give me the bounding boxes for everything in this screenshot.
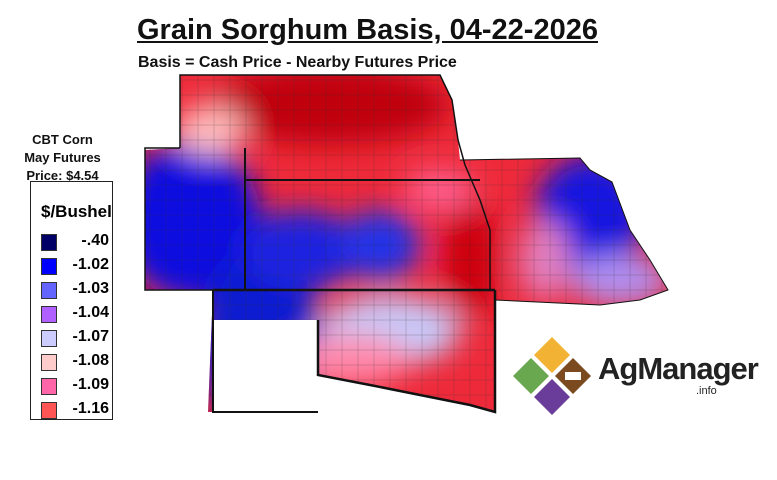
logo-text: AgManager	[598, 351, 759, 386]
agmanager-logo: AgManager .info	[512, 335, 759, 415]
logo-diamond-icon	[513, 337, 591, 415]
logo-suffix: .info	[696, 385, 717, 397]
legend-label: -1.04	[72, 304, 109, 321]
legend-swatch	[41, 354, 57, 371]
legend-item: -1.08	[41, 352, 111, 372]
legend-label: -1.03	[72, 280, 109, 297]
futures-price-note: CBT Corn May Futures Price: $4.54	[10, 131, 115, 185]
legend: $/Bushel -.40 -1.02 -1.03 -1.04 -1.07 -1.08 -1…	[30, 181, 113, 420]
legend-swatch	[41, 234, 57, 251]
legend-swatch	[41, 330, 57, 347]
legend-item: -1.02	[41, 256, 111, 276]
legend-item: -1.16	[41, 400, 111, 420]
legend-swatch	[41, 402, 57, 419]
legend-swatch	[41, 378, 57, 395]
legend-title: $/Bushel	[41, 202, 112, 221]
legend-item: -1.09	[41, 376, 111, 396]
futures-line-1: CBT Corn	[32, 132, 93, 147]
legend-label: -.40	[81, 232, 109, 249]
map-subtitle: Basis = Cash Price - Nearby Futures Pric…	[138, 54, 457, 71]
legend-swatch	[41, 282, 57, 299]
legend-label: -1.02	[72, 256, 109, 273]
legend-swatch	[41, 306, 57, 323]
legend-item: -.40	[41, 232, 111, 252]
futures-line-2: May Futures	[24, 150, 101, 165]
legend-item: -1.04	[41, 304, 111, 324]
legend-label: -1.16	[72, 400, 109, 417]
legend-item: -1.03	[41, 280, 111, 300]
legend-item: -1.07	[41, 328, 111, 348]
legend-swatch	[41, 258, 57, 275]
legend-label: -1.08	[72, 352, 109, 369]
legend-label: -1.09	[72, 376, 109, 393]
map-title: Grain Sorghum Basis, 04-22-2026	[137, 14, 598, 46]
legend-label: -1.07	[72, 328, 109, 345]
futures-line-3: Price: $4.54	[26, 168, 99, 183]
